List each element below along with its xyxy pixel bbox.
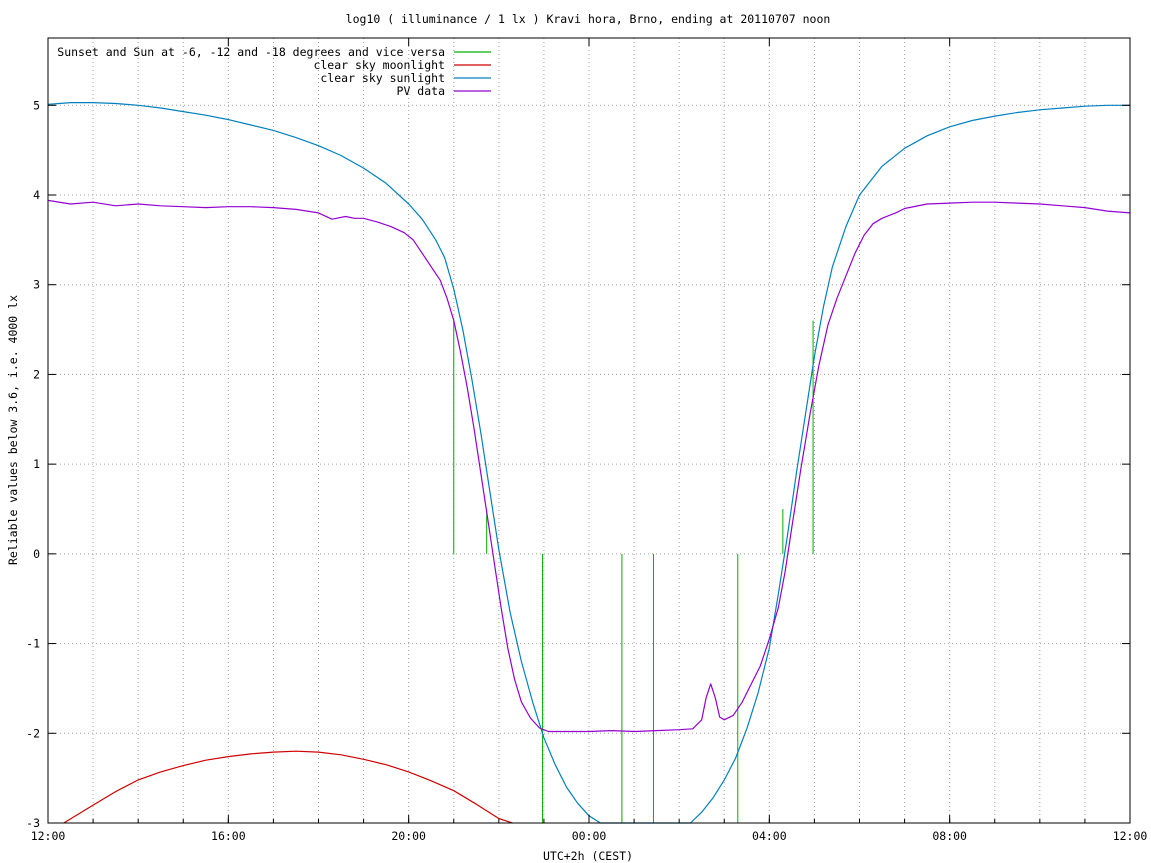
legend-label: clear sky sunlight [320,71,445,85]
x-axis-label: UTC+2h (CEST) [543,849,633,863]
y-tick-label: 5 [33,98,40,112]
y-tick-label: -2 [26,726,40,740]
legend: Sunset and Sun at -6, -12 and -18 degree… [57,45,491,98]
legend-label: clear sky moonlight [313,58,445,72]
x-tick-label: 08:00 [932,829,967,843]
x-tick-label: 12:00 [1113,829,1148,843]
x-tick-label: 16:00 [211,829,246,843]
chart-title: log10 ( illuminance / 1 lx ) Kravi hora,… [346,12,831,26]
legend-label: PV data [397,84,445,98]
legend-label: Sunset and Sun at -6, -12 and -18 degree… [57,45,445,59]
x-tick-label: 04:00 [752,829,787,843]
y-tick-label: 3 [33,278,40,292]
series-line-4 [47,199,1131,733]
y-tick-label: 2 [33,367,40,381]
y-axis-label: Reliable values below 3.6, i.e. 4000 lx [6,295,20,565]
grid-lines [48,38,1130,824]
y-tick-label: 4 [33,188,40,202]
y-tick-label: 1 [33,457,40,471]
x-tick-label: 00:00 [572,829,607,843]
x-tick-label: 12:00 [31,829,66,843]
y-tick-label: -3 [26,816,40,830]
series-line-2 [63,750,513,824]
x-tick-label: 20:00 [391,829,426,843]
y-tick-label: 0 [33,547,40,561]
y-tick-label: -1 [26,637,40,651]
